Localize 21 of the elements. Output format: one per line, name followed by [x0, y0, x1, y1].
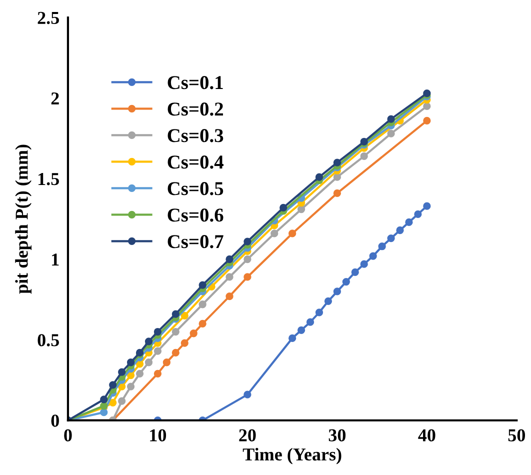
- y-tick-label: 0: [51, 414, 59, 427]
- y-tick-label: 2: [51, 92, 59, 104]
- x-tick-label: 10: [150, 429, 166, 442]
- legend-label: Cs=0.3: [168, 129, 224, 142]
- x-tick-label: 30: [328, 429, 346, 442]
- x-tick-label: 40: [418, 429, 436, 442]
- y-tick-label: 1: [52, 254, 59, 266]
- legend-label: Cs=0.1: [168, 76, 223, 90]
- legend-label: Cs=0.7: [168, 235, 224, 248]
- x-tick-label: 20: [239, 429, 256, 442]
- x-tick-label: 0: [64, 429, 72, 442]
- y-axis-title: pit depth P(t) (mm): [15, 144, 32, 294]
- legend-label: Cs=0.4: [168, 156, 224, 169]
- legend-label: Cs=0.2: [168, 102, 223, 116]
- legend-label: Cs=0.6: [168, 208, 224, 222]
- x-tick-label: 50: [508, 429, 525, 442]
- y-tick-label: 0.5: [38, 334, 59, 346]
- y-tick-label: 2.5: [38, 12, 59, 24]
- legend-label: Cs=0.5: [168, 182, 224, 196]
- y-tick-label: 1.5: [38, 173, 59, 186]
- x-axis-title: Time (Years): [242, 448, 342, 464]
